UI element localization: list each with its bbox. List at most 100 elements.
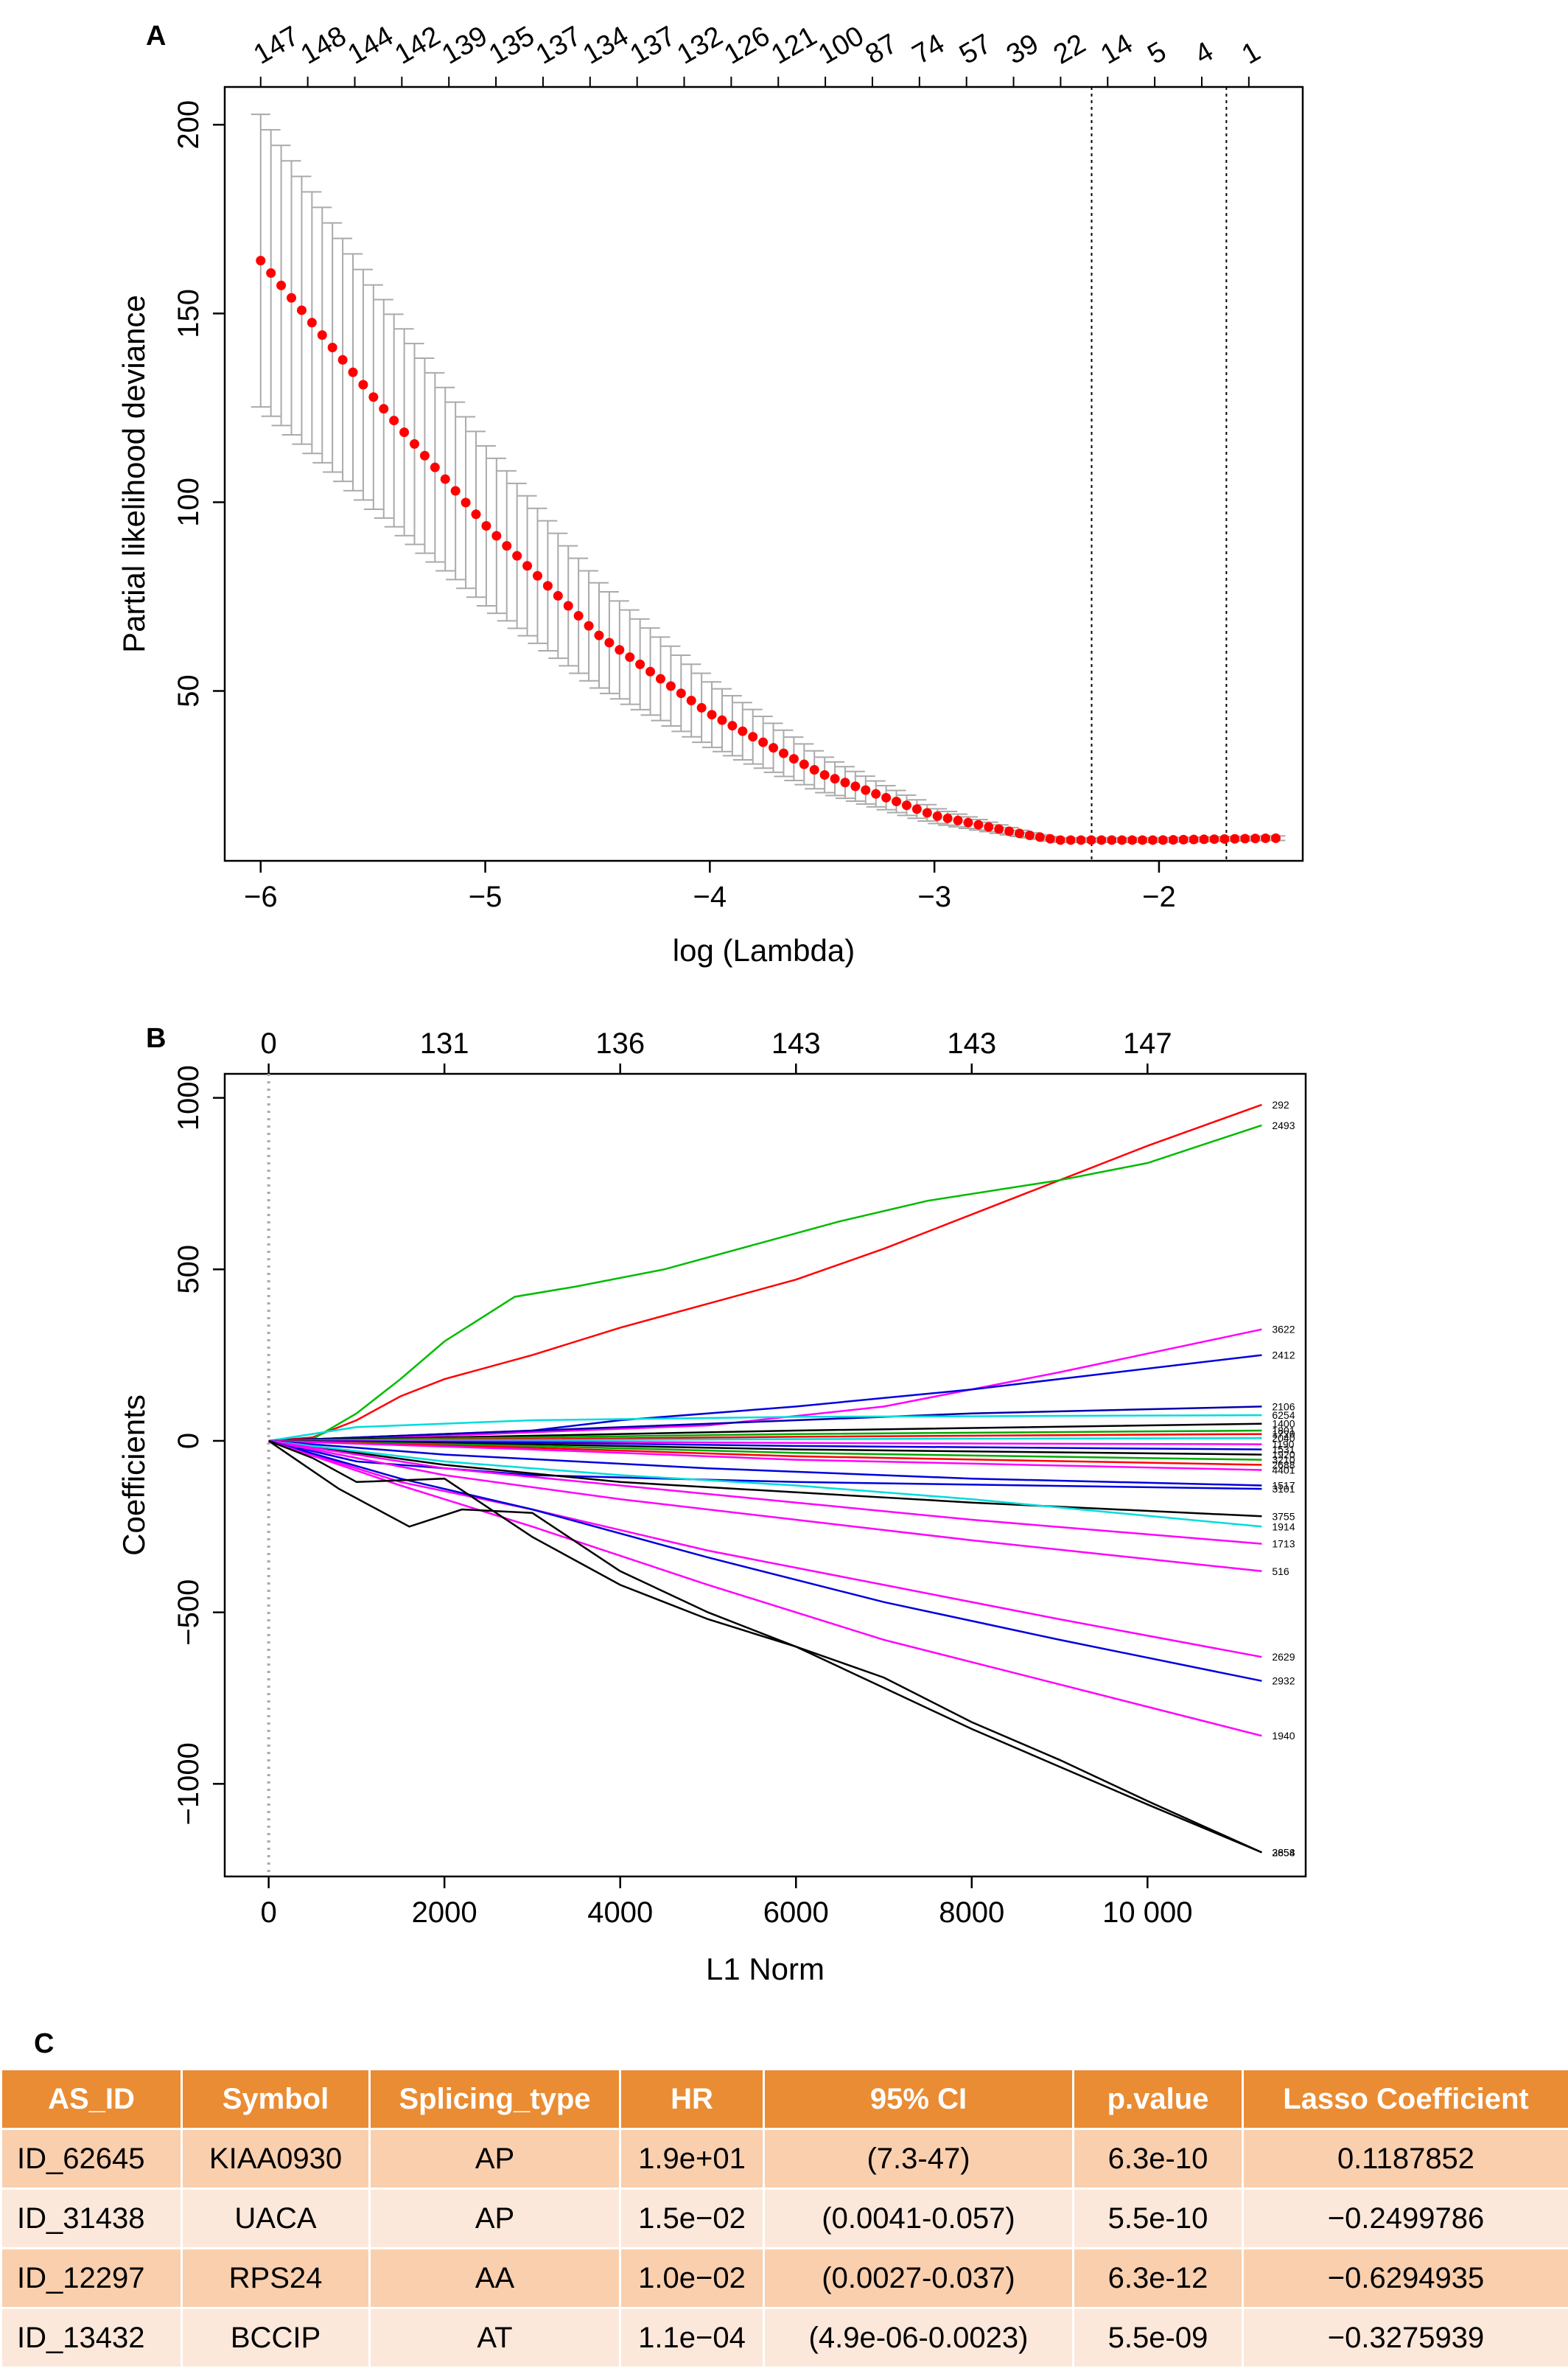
deviance-point [296,305,307,315]
header-splicing-type: Splicing_type [368,2068,621,2130]
coefficient-path [268,1439,1262,1545]
path-end-label: 2412 [1272,1349,1295,1361]
x-tick-label: −3 [917,881,951,913]
top-tick-label: 5 [1143,36,1172,71]
top-tick-label: 22 [1049,28,1091,71]
x-tick-label: −2 [1142,881,1176,913]
deviance-point [911,804,922,814]
header-ci: 95% CI [763,2068,1074,2130]
deviance-point [327,342,337,352]
deviance-point [1035,832,1045,842]
path-end-label: 1517 [1272,1479,1295,1491]
path-end-label: 1720 [1272,1428,1295,1440]
cell-splicing-type: AP [368,2187,621,2249]
deviance-point [645,666,656,677]
panel-a-label: A [146,21,167,52]
top-tick-label: 143 [947,1027,996,1060]
deviance-point [655,674,665,684]
x-axis-title: log (Lambda) [673,933,855,968]
deviance-point [625,652,635,663]
deviance-point [881,792,892,803]
top-tick-label: 4 [1189,36,1218,71]
deviance-point [994,824,1004,834]
coefficient-path [268,1439,1262,1682]
top-tick-label: 131 [420,1027,469,1060]
deviance-point [553,590,563,601]
y-tick-label: −500 [172,1579,205,1646]
deviance-point [901,800,911,811]
coefficient-path [267,1439,1262,1854]
y-tick-label: −1000 [172,1742,205,1825]
cell-lasso-coefficient: −0.2499786 [1242,2187,1568,2249]
deviance-point [748,732,758,742]
deviance-point [1065,835,1076,845]
deviance-point [1015,828,1025,839]
deviance-point [287,293,297,303]
deviance-point [799,759,809,769]
deviance-point [963,817,973,828]
deviance-point [984,822,994,832]
path-end-label: 3622 [1272,1324,1295,1335]
deviance-point [379,404,389,414]
path-end-label: 6254 [1272,1409,1295,1421]
deviance-point [717,715,727,725]
deviance-point [542,581,553,591]
cell-as-id: ID_31438 [0,2187,183,2249]
path-end-label: 2629 [1272,1651,1295,1663]
deviance-point [1055,835,1065,845]
top-tick-label: 0 [261,1027,277,1060]
header-p-value: p.value [1072,2068,1244,2130]
top-tick-label: 147 [1123,1027,1172,1060]
x-tick-label: 2000 [412,1896,477,1929]
path-end-label: 3755 [1272,1510,1295,1522]
path-end-label: 2040 [1272,1432,1295,1444]
deviance-point [686,696,696,706]
deviance-point [871,789,881,799]
deviance-point [738,726,748,736]
deviance-point [368,392,379,402]
path-end-label: 1801 [1272,1425,1295,1436]
deviance-point [440,474,450,484]
deviance-point [1158,835,1168,845]
deviance-point [1147,835,1158,845]
deviance-point [1230,834,1240,844]
deviance-point [1240,834,1250,844]
cell-p-value: 6.3e-10 [1072,2128,1244,2190]
deviance-point [758,737,769,747]
path-end-label: 3854 [1272,1846,1295,1858]
deviance-point [778,748,788,758]
x-tick-label: 10 000 [1102,1896,1192,1929]
x-tick-label: −6 [244,881,278,913]
path-end-label: 2658 [1272,1846,1295,1858]
y-tick-label: 1000 [172,1065,205,1131]
deviance-point [1250,834,1261,844]
path-end-label: 2688 [1272,1459,1295,1471]
deviance-point [809,765,819,775]
deviance-point [892,796,902,806]
header-hr: HR [619,2068,765,2130]
panel-c-label: C [34,2028,55,2059]
y-tick-label: 200 [172,100,205,150]
coefficient-path [268,1439,1262,1471]
deviance-point [1261,833,1271,843]
deviance-point [502,541,512,551]
deviance-point [266,268,276,278]
path-end-label: 2932 [1272,1675,1295,1687]
top-tick-label: 57 [954,28,997,71]
header-symbol: Symbol [181,2068,371,2130]
y-tick-label: 0 [172,1433,205,1449]
deviance-point [830,774,840,784]
top-tick-label: 1 [1236,36,1265,71]
deviance-point [615,645,625,655]
cell-splicing-type: AA [368,2247,621,2309]
deviance-point [532,570,542,581]
deviance-point [1178,834,1189,845]
cell-as-id: ID_12297 [0,2247,183,2309]
y-tick-label: 150 [172,289,205,338]
deviance-chart: −6 −5 −4 −3 −2501001502001471481441421391351… [116,21,1304,968]
deviance-point [727,721,738,731]
deviance-point [512,551,522,561]
coefficient-path [268,1439,1262,1573]
deviance-point [707,710,717,720]
deviance-point [348,367,358,377]
